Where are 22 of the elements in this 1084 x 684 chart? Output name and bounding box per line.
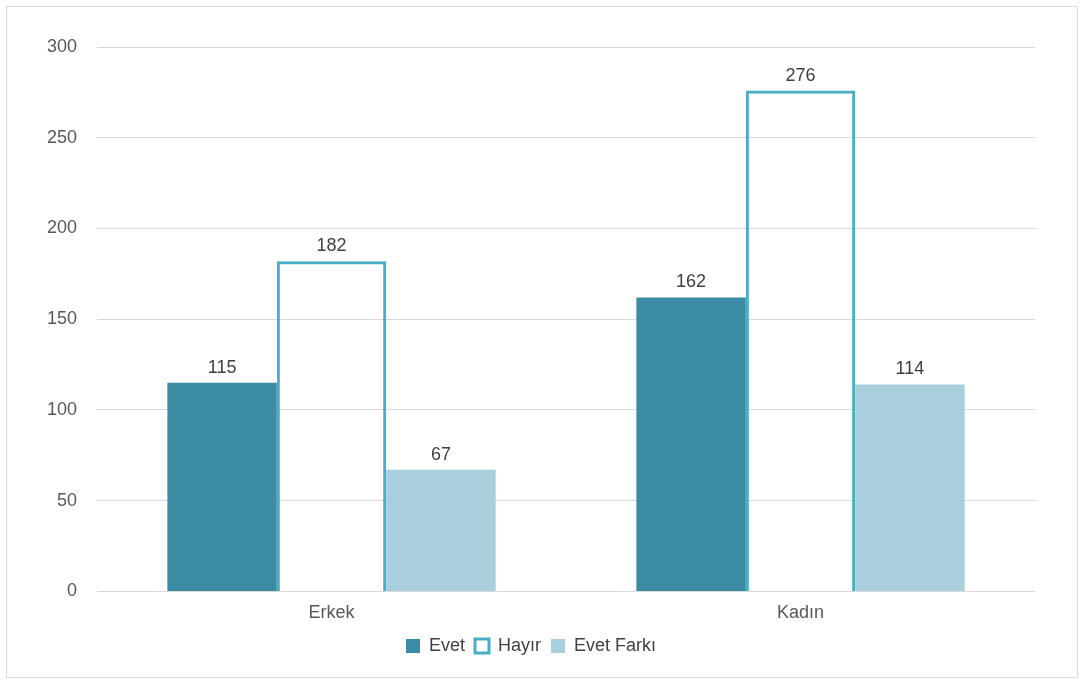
y-tick-label: 0 bbox=[67, 580, 78, 601]
bar bbox=[636, 297, 746, 591]
legend-label: Evet Farkı bbox=[574, 634, 657, 655]
y-tick-label: 50 bbox=[57, 489, 78, 510]
legend-label: Evet bbox=[428, 634, 466, 655]
x-tick-label: Kadın bbox=[776, 602, 825, 623]
data-label: 114 bbox=[895, 358, 925, 379]
data-label: 162 bbox=[676, 271, 707, 292]
y-tick-label: 150 bbox=[46, 308, 78, 329]
y-tick-label: 300 bbox=[46, 35, 78, 56]
x-tick-label: Erkek bbox=[308, 602, 356, 623]
data-label: 276 bbox=[785, 64, 816, 85]
y-tick-label: 100 bbox=[46, 398, 78, 419]
y-tick-label: 200 bbox=[46, 217, 78, 238]
data-label: 67 bbox=[430, 443, 451, 464]
bar bbox=[167, 382, 277, 591]
data-label: 182 bbox=[316, 235, 347, 256]
y-tick-label: 250 bbox=[46, 126, 78, 147]
data-label: 115 bbox=[207, 356, 237, 377]
legend-label: Hayır bbox=[498, 634, 542, 655]
bar bbox=[386, 469, 496, 591]
bar bbox=[855, 384, 965, 591]
